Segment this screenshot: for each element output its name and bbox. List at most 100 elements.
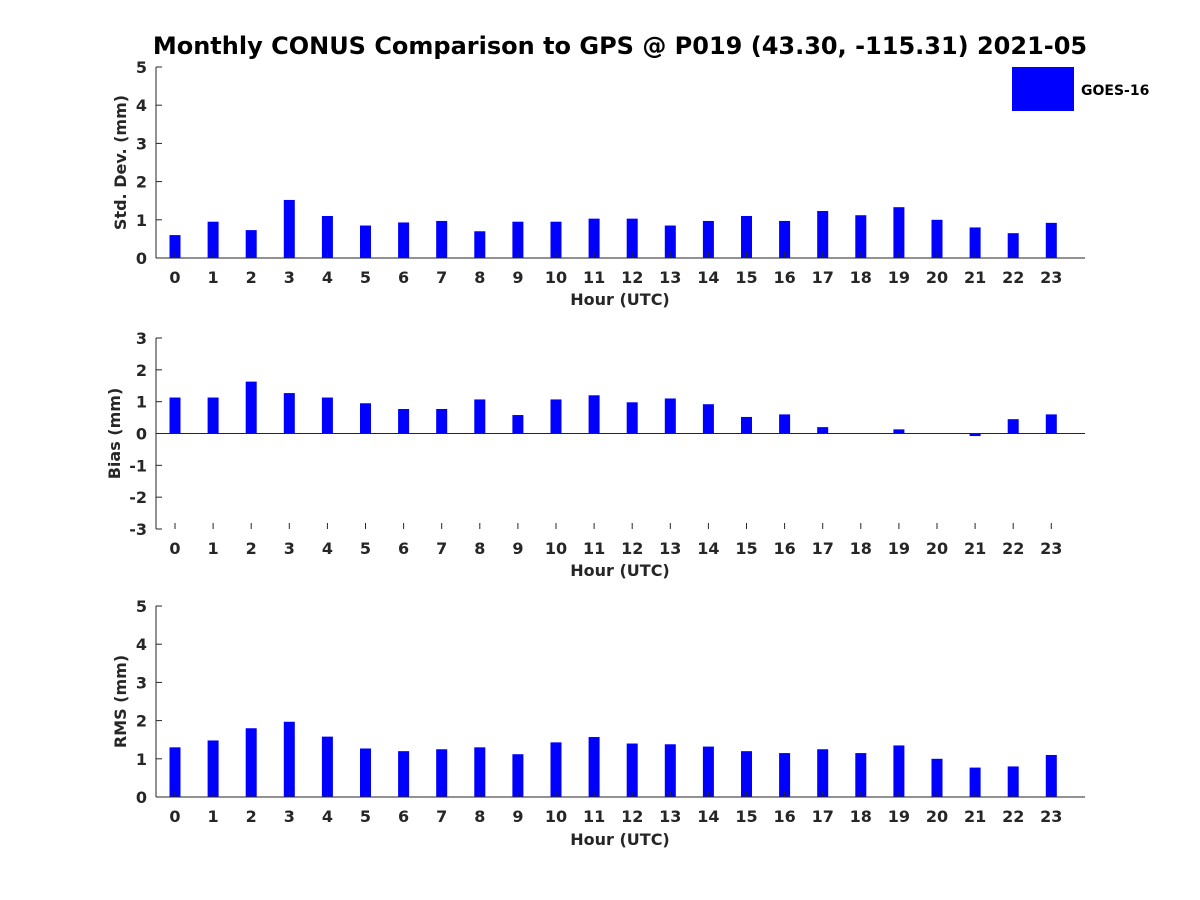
x-tick-label: 1 [208,807,219,826]
bar [1007,233,1019,258]
x-tick-label: 8 [474,539,485,558]
x-tick-label: 20 [926,268,948,287]
bar [1007,419,1019,434]
y-tick-label: 5 [136,597,147,616]
bar [893,429,905,434]
y-tick-label: -1 [129,456,147,475]
x-tick-label: 16 [773,807,795,826]
y-tick-label: 2 [136,361,147,380]
bar [969,767,981,797]
x-tick-label: 3 [284,268,295,287]
y-tick-label: 1 [136,750,147,769]
y-tick-label: 2 [136,173,147,192]
x-tick-label: 16 [773,539,795,558]
bar [855,215,867,258]
x-tick-label: 21 [964,268,986,287]
bar [969,227,981,258]
y-tick-label: 5 [136,58,147,77]
x-tick-label: 14 [697,539,719,558]
x-tick-label: 11 [583,268,605,287]
bar [741,416,752,434]
bar [245,728,257,797]
x-tick-label: 23 [1040,539,1062,558]
x-tick-label: 19 [888,268,910,287]
x-tick-label: 4 [322,268,333,287]
x-tick-label: 12 [621,807,643,826]
bar [626,218,638,258]
y-axis-label: Std. Dev. (mm) [111,95,130,230]
x-tick-label: 7 [436,807,447,826]
x-tick-label: 12 [621,268,643,287]
x-tick-label: 22 [1002,807,1024,826]
x-tick-label: 0 [169,807,180,826]
x-tick-label: 4 [322,539,333,558]
x-tick-label: 10 [545,268,567,287]
bar [893,745,905,797]
x-tick-label: 16 [773,268,795,287]
bar [283,199,295,258]
legend-label: GOES-16 [1081,83,1149,99]
x-tick-label: 2 [246,268,257,287]
x-tick-label: 8 [474,807,485,826]
y-axis-label: Bias (mm) [105,388,124,480]
bar [512,221,524,258]
x-tick-label: 6 [398,268,409,287]
x-tick-label: 0 [169,539,180,558]
x-tick-label: 6 [398,807,409,826]
x-tick-label: 22 [1002,268,1024,287]
y-tick-label: 4 [136,96,147,115]
bar [360,225,371,258]
bar [779,414,791,434]
x-tick-label: 20 [926,807,948,826]
x-tick-label: 18 [850,539,872,558]
bar [817,427,829,434]
bar [931,758,943,797]
x-tick-label: 3 [284,807,295,826]
bar [664,225,676,258]
x-tick-label: 15 [735,807,757,826]
bar [436,408,448,434]
x-tick-label: 9 [512,807,523,826]
x-tick-label: 1 [208,539,219,558]
bar [169,235,181,258]
y-tick-label: -3 [129,520,147,539]
bar [398,408,410,434]
bar [398,751,410,797]
x-tick-label: 20 [926,539,948,558]
y-tick-label: 0 [136,249,147,268]
bar [398,222,410,258]
bar [207,397,219,434]
bar [512,754,524,797]
x-tick-label: 7 [436,268,447,287]
x-tick-label: 2 [246,539,257,558]
x-tick-label: 6 [398,539,409,558]
bar [283,721,295,797]
x-tick-label: 17 [812,268,834,287]
bar [1045,222,1057,258]
bar [741,751,752,797]
x-tick-label: 3 [284,539,295,558]
x-tick-label: 14 [697,268,719,287]
bar [512,415,524,434]
x-axis-label: Hour (UTC) [570,561,670,580]
bar [779,220,791,258]
bar [1007,766,1019,797]
x-tick-label: 14 [697,807,719,826]
bar [626,743,638,797]
bar [817,211,829,258]
x-tick-label: 18 [850,807,872,826]
y-tick-label: 0 [136,788,147,807]
x-tick-label: 15 [735,268,757,287]
bar [702,220,714,258]
y-tick-label: 3 [136,134,147,153]
bar [779,753,791,797]
bar [360,748,371,797]
x-tick-label: 13 [659,268,681,287]
bar [169,747,181,797]
bar [474,231,486,258]
x-tick-label: 11 [583,807,605,826]
y-tick-label: 3 [136,329,147,348]
